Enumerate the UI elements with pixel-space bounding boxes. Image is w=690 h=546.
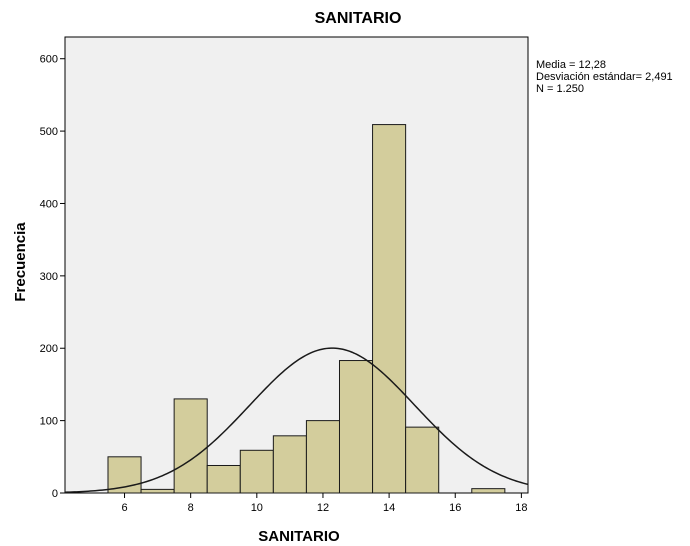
stat-std-dev: Desviación estándar= 2,491 bbox=[536, 71, 673, 83]
histogram-bar bbox=[173, 398, 208, 494]
x-tick-label: 14 bbox=[383, 502, 395, 514]
histogram-bar bbox=[471, 488, 506, 494]
x-axis: 6 8 10 12 14 16 18 bbox=[121, 493, 528, 514]
stat-n: N = 1.250 bbox=[536, 83, 584, 95]
histogram-bar bbox=[372, 124, 407, 494]
x-axis-label: SANITARIO bbox=[258, 528, 340, 545]
histogram-bar bbox=[338, 360, 374, 494]
y-tick-label: 0 bbox=[52, 488, 58, 500]
y-axis: 0 100 200 300 400 500 600 bbox=[40, 54, 65, 500]
x-tick-label: 16 bbox=[449, 502, 461, 514]
chart-title: SANITARIO bbox=[315, 10, 402, 27]
statistics-box: Media = 12,28 Desviación estándar= 2,491… bbox=[536, 59, 673, 95]
x-tick-label: 12 bbox=[317, 502, 329, 514]
y-tick-label: 500 bbox=[40, 126, 58, 138]
histogram-bar bbox=[140, 488, 175, 494]
stat-mean: Media = 12,28 bbox=[536, 59, 606, 71]
x-tick-label: 6 bbox=[121, 502, 127, 514]
histogram-bar bbox=[206, 464, 241, 494]
histogram-bar bbox=[272, 435, 307, 494]
plot-area bbox=[64, 36, 529, 494]
y-tick-label: 100 bbox=[40, 416, 58, 428]
histogram-bars bbox=[107, 124, 506, 494]
x-tick-label: 8 bbox=[188, 502, 194, 514]
histogram-bar bbox=[405, 426, 440, 494]
y-tick-label: 200 bbox=[40, 343, 58, 355]
histogram-bar bbox=[305, 420, 340, 494]
x-tick-label: 10 bbox=[251, 502, 263, 514]
y-axis-label: Frecuencia bbox=[12, 222, 29, 302]
y-tick-label: 600 bbox=[40, 54, 58, 66]
y-tick-label: 400 bbox=[40, 198, 58, 210]
x-tick-label: 18 bbox=[515, 502, 527, 514]
histogram-bar bbox=[239, 449, 274, 494]
normal-curve bbox=[64, 347, 529, 493]
y-tick-label: 300 bbox=[40, 271, 58, 283]
